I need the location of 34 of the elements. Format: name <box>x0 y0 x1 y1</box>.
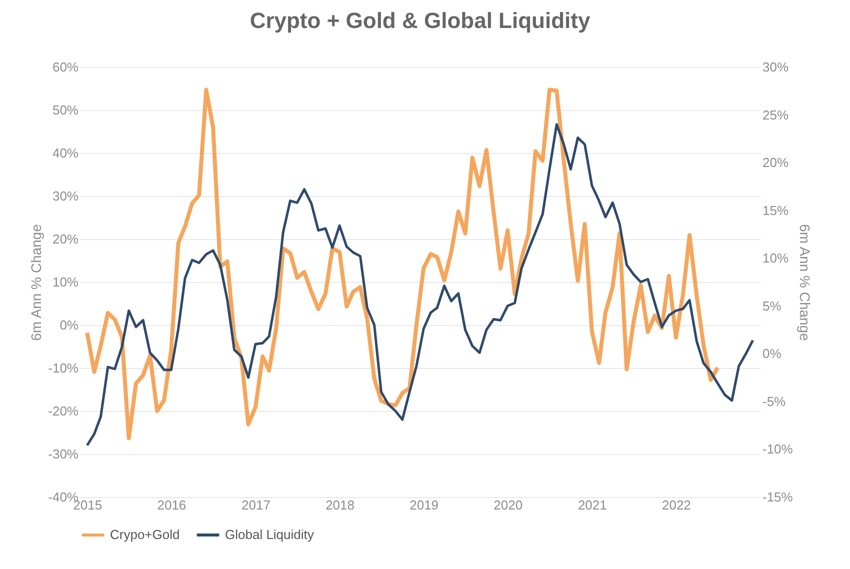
y-tick-label: -30% <box>48 446 79 462</box>
y-tick-label: 10% <box>52 274 79 290</box>
y2-tick-label: 10% <box>762 250 789 266</box>
line-series <box>85 88 720 440</box>
y2-tick-label: 30% <box>762 60 789 74</box>
y2-tick-label: 25% <box>762 107 789 122</box>
y-axis-title: 6m Ann % Change <box>28 224 44 341</box>
y-tick-label: 0% <box>60 318 79 332</box>
y2-tick-label: -5% <box>762 394 786 409</box>
y2-tick-label: 20% <box>762 155 789 170</box>
y2-tick-label: 0% <box>762 346 782 362</box>
x-tick-label: 2019 <box>410 498 439 512</box>
y-tick-label: -10% <box>48 360 79 376</box>
legend-label: Crypo+Gold <box>110 527 180 542</box>
chart-title: Crypto + Gold & Global Liquidity <box>250 8 591 33</box>
y-tick-label: 50% <box>52 102 79 118</box>
y-tick-label: 20% <box>52 232 79 246</box>
y-tick-label: 30% <box>52 188 79 204</box>
y-tick-label: 60% <box>52 60 79 74</box>
x-tick-label: 2017 <box>242 498 270 512</box>
x-tick-label: 2021 <box>578 498 607 512</box>
y-tick-label: -20% <box>48 404 79 418</box>
line-series <box>86 123 754 447</box>
y2-tick-label: 5% <box>762 298 782 314</box>
y2-tick-label: 15% <box>762 202 789 218</box>
y-tick-label: 40% <box>52 146 79 160</box>
legend-label: Global Liquidity <box>225 527 314 542</box>
y2-tick-label: -15% <box>762 490 794 504</box>
x-tick-label: 2020 <box>494 498 523 512</box>
y2-tick-label: -10% <box>762 442 794 457</box>
x-tick-label: 2022 <box>662 498 691 512</box>
x-tick-label: 2016 <box>157 498 186 512</box>
x-tick-label: 2018 <box>326 498 354 512</box>
y2-axis-title: 6m Ann % Change <box>796 224 813 342</box>
